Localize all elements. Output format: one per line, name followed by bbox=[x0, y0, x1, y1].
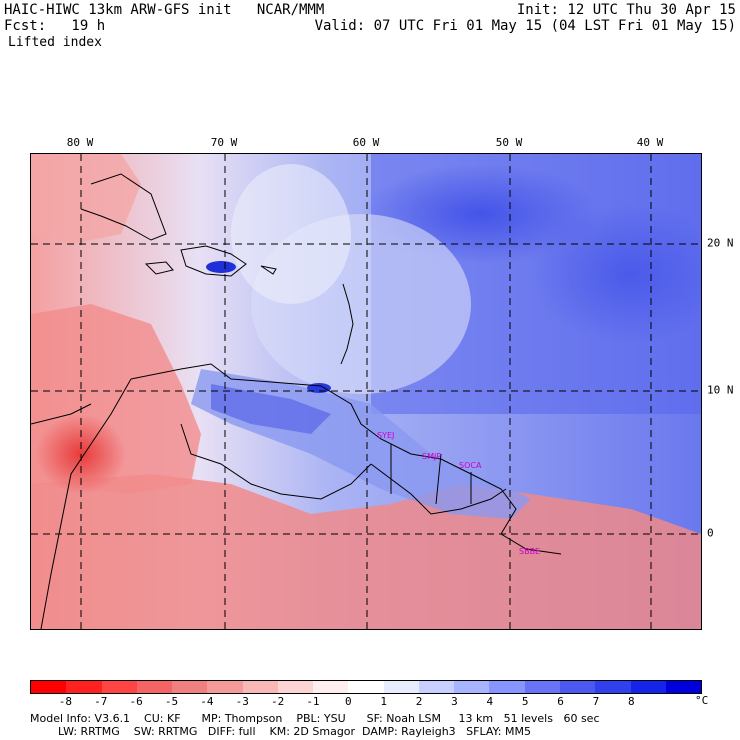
colorbar-tick-label: -5 bbox=[164, 695, 179, 708]
colorbar-segment bbox=[630, 681, 666, 693]
colorbar-unit: °C bbox=[695, 694, 709, 707]
colorbar-tick-label: 0 bbox=[345, 695, 352, 708]
colorbar-tick-label: -1 bbox=[306, 695, 320, 708]
colorbar bbox=[30, 680, 702, 694]
model-info-line2: LW: RRTMG SW: RRTMG DIFF: full KM: 2D Sm… bbox=[30, 725, 531, 738]
colorbar-segment bbox=[66, 681, 102, 693]
colorbar-tick-label: 7 bbox=[592, 695, 600, 708]
colorbar-tick-label: 3 bbox=[451, 695, 458, 708]
colorbar-tick-label: 6 bbox=[557, 695, 564, 708]
model-info-line1: Model Info: V3.6.1 CU: KF MP: Thompson P… bbox=[30, 712, 600, 725]
colorbar-tick-label: 1 bbox=[380, 695, 387, 708]
colorbar-tick-label: -2 bbox=[270, 695, 285, 708]
stable-core-east bbox=[531, 204, 731, 344]
colorbar-tick-label: 4 bbox=[486, 695, 494, 708]
colorbar-segment bbox=[559, 681, 596, 693]
station-sbbe: SBBE bbox=[519, 547, 540, 556]
station-soca: SOCA bbox=[459, 461, 482, 470]
lon-label-50w: 50 W bbox=[495, 136, 523, 149]
colorbar-tick-label: 8 bbox=[627, 695, 635, 708]
colorbar-segment bbox=[524, 681, 560, 693]
colorbar-tick-label: -8 bbox=[58, 695, 72, 708]
colorbar-segment bbox=[454, 681, 490, 693]
colorbar-tick-label: 5 bbox=[521, 695, 529, 708]
colorbar-segment bbox=[277, 681, 314, 693]
colorbar-segment bbox=[383, 681, 419, 693]
lon-label-80w: 80 W bbox=[66, 136, 94, 149]
colorbar-segment bbox=[242, 681, 278, 693]
colorbar-segment bbox=[418, 681, 455, 693]
lon-label-60w: 60 W bbox=[352, 136, 380, 149]
south-america-north-coast bbox=[130, 363, 562, 555]
colorbar-tick-label: -6 bbox=[129, 695, 143, 708]
init-time: Init: 12 UTC Thu 30 Apr 15 bbox=[516, 2, 736, 18]
colorbar-segment bbox=[31, 681, 67, 693]
stable-band-core bbox=[211, 384, 331, 434]
field-name: Lifted index bbox=[8, 35, 102, 50]
colorbar-segment bbox=[313, 681, 349, 693]
jamaica-coast bbox=[144, 261, 174, 275]
colorbar-segment bbox=[172, 681, 208, 693]
colorbar-ticks: -8 -7 -6 -5 -4 -3 -2 -1 0 1 2 3 4 5 6 7 8 bbox=[30, 695, 702, 708]
coastlines bbox=[30, 173, 562, 630]
central-america-coast bbox=[30, 403, 92, 425]
south-america-west-coast bbox=[40, 378, 132, 630]
lat-label-10n: 10 N bbox=[707, 383, 734, 397]
lat-label-20n: 20 N bbox=[707, 236, 734, 250]
colorbar-segment bbox=[595, 681, 631, 693]
lifted-index-map: SYEJ SMJP SOCA SBBE bbox=[30, 153, 731, 630]
puerto-rico-coast bbox=[260, 265, 277, 275]
guiana-divisions bbox=[390, 444, 472, 505]
lon-label-40w: 40 W bbox=[636, 136, 664, 149]
guiana-borders bbox=[370, 463, 507, 515]
unstable-south bbox=[31, 474, 701, 629]
lon-label-70w: 70 W bbox=[210, 136, 238, 149]
hispaniola-core bbox=[206, 261, 236, 273]
colorbar-segment bbox=[101, 681, 137, 693]
colorbar-tick-label: -4 bbox=[200, 695, 214, 708]
colorbar-segment bbox=[207, 681, 243, 693]
colorbar-segment bbox=[489, 681, 525, 693]
hispaniola-coast bbox=[180, 245, 247, 277]
map-title: HAIC-HIWC 13km ARW-GFS init NCAR/MMM bbox=[4, 2, 325, 18]
gridlines bbox=[31, 154, 701, 629]
colorbar-tick-label: -3 bbox=[235, 695, 249, 708]
colorbar-tick-label: -7 bbox=[94, 695, 108, 708]
colorbar-segment bbox=[665, 681, 702, 693]
colorbar-segment bbox=[348, 681, 384, 693]
colorbar-tick-label: 2 bbox=[415, 695, 423, 708]
station-syej: SYEJ bbox=[377, 431, 394, 440]
swirl-light bbox=[231, 164, 351, 304]
station-smjp: SMJP bbox=[422, 452, 441, 461]
lat-label-0: 0 bbox=[707, 526, 714, 540]
forecast-hour: Fcst: 19 h bbox=[4, 18, 106, 34]
valid-time: Valid: 07 UTC Fri 01 May 15 (04 LST Fri … bbox=[314, 18, 736, 34]
venezuela-border bbox=[180, 423, 372, 500]
cuba-coast bbox=[80, 173, 167, 241]
colorbar-segment bbox=[136, 681, 173, 693]
lesser-antilles bbox=[340, 283, 354, 365]
